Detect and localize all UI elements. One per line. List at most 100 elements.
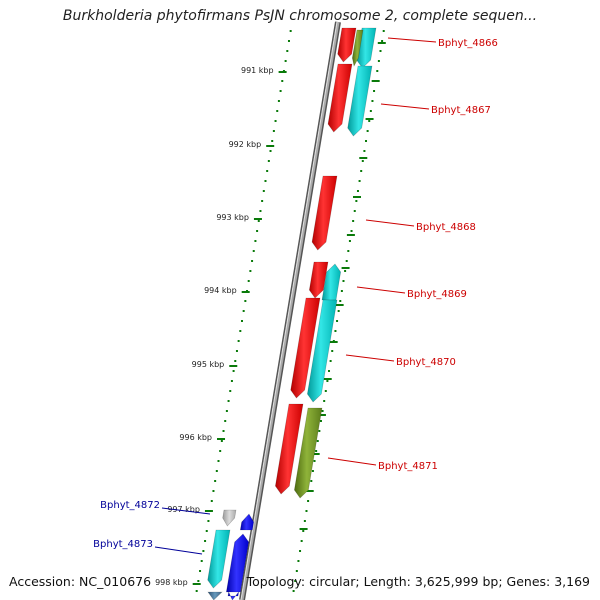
ring-dot — [195, 590, 198, 592]
ring-dot — [360, 170, 363, 172]
feature-arrow-4873[interactable] — [207, 529, 231, 589]
ring-dot — [279, 90, 282, 92]
ring-dot — [365, 140, 368, 142]
tick-label: 995 kbp — [192, 360, 225, 369]
kbp-scale: 991 kbp 992 kbp 993 kbp 994 kbp 995 kbp 996 k… — [155, 66, 287, 587]
ring-dot — [339, 300, 342, 302]
ring-dot — [252, 250, 255, 252]
ring-dot — [356, 190, 359, 192]
ring-dot — [254, 240, 257, 242]
map-title: Burkholderia phytofirmans PsJN chromosom… — [62, 8, 538, 24]
ring-dot — [368, 120, 371, 122]
ring-dot — [313, 460, 316, 462]
ring-dot — [229, 390, 232, 392]
tick-label: 997 kbp — [167, 505, 200, 514]
gene-label-Bphyt_4870[interactable]: Bphyt_4870 — [396, 357, 456, 368]
topology-text: Topology: circular; Length: 3,625,999 bp… — [246, 574, 590, 589]
gene-label-Bphyt_4872[interactable]: Bphyt_4872 — [100, 500, 160, 511]
ring-dot — [310, 480, 313, 482]
ring-dot — [215, 470, 218, 472]
gene-arrow-4872-gray[interactable] — [222, 509, 237, 527]
ring-dot — [232, 370, 235, 372]
feature-arrow-4871[interactable] — [294, 407, 323, 499]
gene-arrow-4873[interactable] — [226, 533, 249, 593]
ring-dot — [292, 590, 295, 592]
gene-arrow-4872[interactable] — [239, 513, 254, 531]
ring-dot — [247, 280, 250, 282]
ring-dot — [347, 250, 350, 252]
ring-dot — [225, 410, 228, 412]
gene-label-Bphyt_4871[interactable]: Bphyt_4871 — [378, 461, 438, 472]
ring-dot — [220, 440, 223, 442]
feature-arrow-4870[interactable] — [307, 299, 338, 403]
leader-line — [387, 37, 437, 43]
tick-mark — [266, 145, 275, 147]
gene-arrow-4867[interactable] — [327, 63, 353, 133]
leader-line — [154, 546, 203, 555]
ring-dot — [205, 530, 208, 532]
feature-arrow-olive[interactable] — [352, 29, 364, 67]
gene-arrow-4871[interactable] — [275, 403, 304, 495]
leader-line — [365, 219, 415, 227]
ring-dot — [373, 90, 376, 92]
tick-mark — [278, 71, 287, 73]
gene-arrow-blue-bottom[interactable] — [227, 590, 239, 600]
ring-dot — [366, 130, 369, 132]
ring-dot — [212, 490, 215, 492]
ring-dot — [294, 580, 297, 582]
ring-dot — [197, 580, 200, 582]
gene-label-Bphyt_4868[interactable]: Bphyt_4868 — [416, 222, 476, 233]
gene-label-Bphyt_4866[interactable]: Bphyt_4866 — [438, 38, 498, 49]
accession-text: Accession: NC_010676 — [9, 574, 152, 589]
ring-dot — [202, 550, 205, 552]
gene-arrow-steel[interactable] — [207, 591, 223, 600]
gene-arrow-4868[interactable] — [311, 175, 338, 251]
ring-dot — [355, 200, 358, 202]
tick-mark — [253, 218, 262, 220]
gene-label-Bphyt_4873[interactable]: Bphyt_4873 — [93, 539, 153, 550]
leader-line — [345, 354, 395, 362]
ring-dot — [377, 60, 380, 62]
gene-features[interactable] — [207, 27, 377, 600]
ring-dot — [295, 570, 298, 572]
gene-label-Bphyt_4869[interactable]: Bphyt_4869 — [407, 289, 467, 300]
feature-arrow-4867[interactable] — [347, 65, 373, 137]
gene-arrow-4870[interactable] — [290, 297, 321, 399]
gene-label-Bphyt_4867[interactable]: Bphyt_4867 — [431, 105, 491, 116]
ring-dot — [348, 240, 351, 242]
tick-label: 991 kbp — [241, 66, 274, 75]
ring-dot — [323, 400, 326, 402]
leader-line — [380, 103, 430, 110]
ring-dot — [262, 190, 265, 192]
ring-dot — [340, 290, 343, 292]
ring-dot — [350, 230, 353, 232]
ring-dot — [240, 320, 243, 322]
ring-dot — [257, 220, 260, 222]
ring-dot — [234, 360, 237, 362]
ring-dot — [318, 430, 321, 432]
ring-dot — [227, 400, 230, 402]
ring-dot — [326, 380, 329, 382]
ring-dot — [271, 140, 274, 142]
gene-labels: Bphyt_4866 Bphyt_4867 Bphyt_4868 Bphyt_4869… — [93, 37, 498, 555]
ring-dash — [377, 42, 386, 44]
ring-dash — [353, 196, 362, 198]
ring-dash — [323, 378, 332, 380]
dotted-rings — [195, 30, 386, 592]
ring-dot — [261, 200, 264, 202]
ring-dot — [222, 430, 225, 432]
ring-dot — [204, 540, 207, 542]
ring-dot — [302, 530, 305, 532]
ring-dot — [321, 410, 324, 412]
tick-label: 992 kbp — [229, 140, 262, 149]
ring-dash — [346, 234, 355, 236]
ring-dot — [251, 260, 254, 262]
tick-mark — [192, 583, 201, 585]
ring-dot — [376, 70, 379, 72]
leader-line — [161, 507, 211, 515]
gene-arrow-4869[interactable] — [309, 261, 329, 299]
gene-arrow-4866[interactable] — [337, 27, 357, 63]
ring-dot — [276, 110, 279, 112]
ring-dot — [324, 390, 327, 392]
